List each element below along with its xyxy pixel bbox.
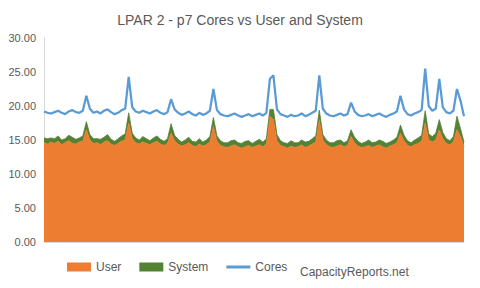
svg-text:LPAR 2 - p7 Cores vs User and: LPAR 2 - p7 Cores vs User and System xyxy=(117,12,363,28)
svg-text:Cores: Cores xyxy=(255,260,287,274)
svg-text:10.00: 10.00 xyxy=(8,168,36,180)
svg-text:20.00: 20.00 xyxy=(8,100,36,112)
svg-text:User: User xyxy=(96,260,121,274)
svg-text:CapacityReports.net: CapacityReports.net xyxy=(300,265,409,279)
svg-text:15.00: 15.00 xyxy=(8,134,36,146)
svg-text:System: System xyxy=(168,260,208,274)
svg-text:30.00: 30.00 xyxy=(8,32,36,44)
svg-text:25.00: 25.00 xyxy=(8,66,36,78)
svg-text:0.00: 0.00 xyxy=(15,236,36,248)
svg-text:5.00: 5.00 xyxy=(15,202,36,214)
